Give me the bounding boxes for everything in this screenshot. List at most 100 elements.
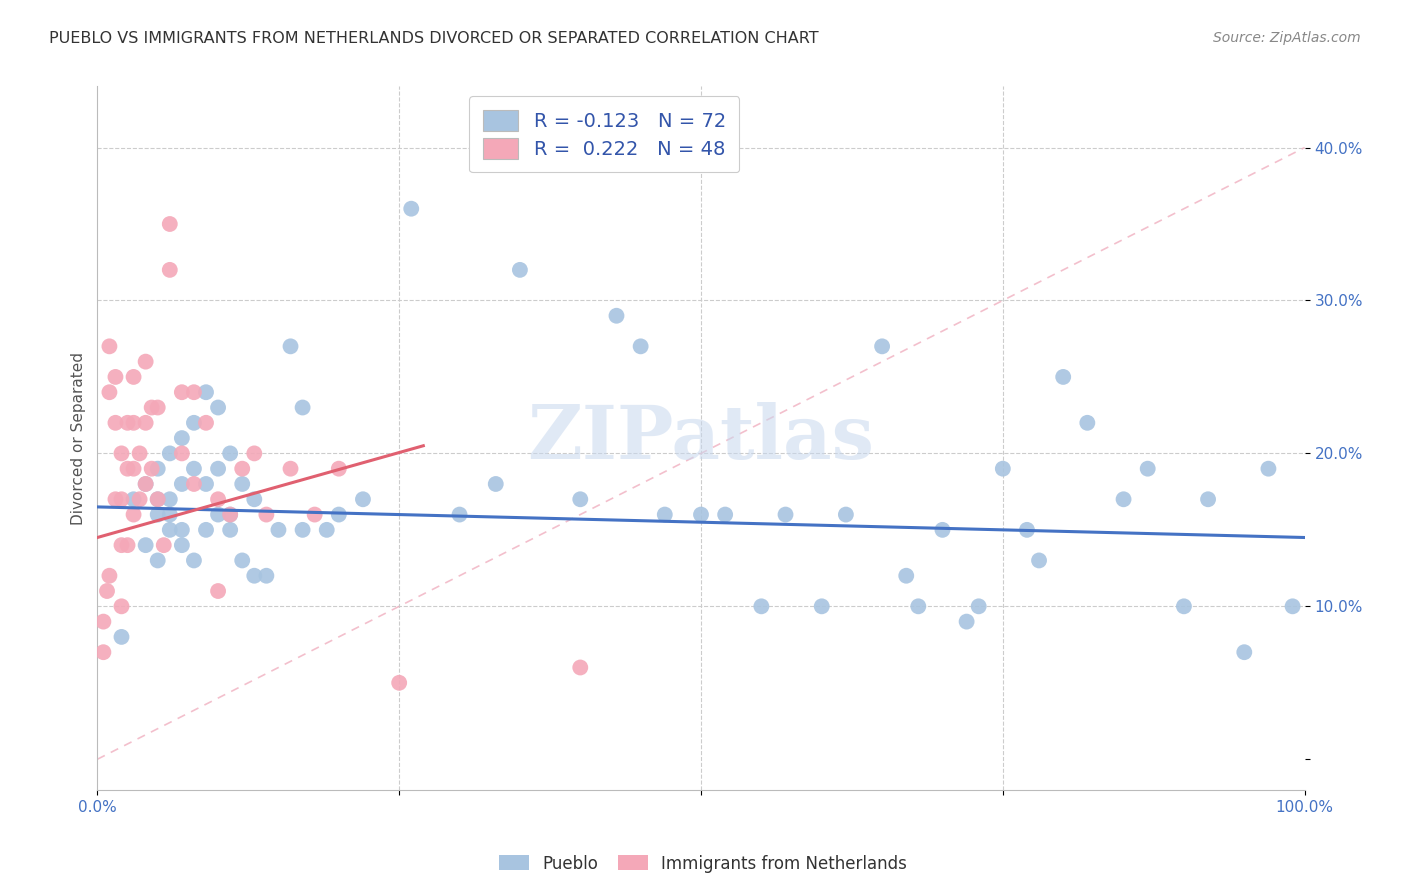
Point <box>122 461 145 475</box>
Point <box>835 508 858 522</box>
Point <box>159 523 181 537</box>
Point <box>141 461 163 475</box>
Point <box>128 446 150 460</box>
Point <box>399 202 422 216</box>
Point <box>328 508 350 522</box>
Legend: Pueblo, Immigrants from Netherlands: Pueblo, Immigrants from Netherlands <box>492 848 914 880</box>
Point <box>1233 645 1256 659</box>
Point <box>219 508 242 522</box>
Point <box>159 492 181 507</box>
Point <box>449 508 471 522</box>
Point <box>152 538 174 552</box>
Point <box>388 675 411 690</box>
Point <box>254 508 277 522</box>
Point <box>117 461 139 475</box>
Point <box>122 416 145 430</box>
Point <box>231 553 253 567</box>
Point <box>141 401 163 415</box>
Point <box>170 431 193 445</box>
Point <box>219 508 242 522</box>
Point <box>122 370 145 384</box>
Point <box>243 492 266 507</box>
Point <box>110 492 132 507</box>
Point <box>328 461 350 475</box>
Point <box>146 401 169 415</box>
Point <box>243 568 266 582</box>
Point <box>1015 523 1038 537</box>
Point <box>195 477 218 491</box>
Point <box>1028 553 1050 567</box>
Text: ZIPatlas: ZIPatlas <box>527 401 875 475</box>
Point <box>135 354 157 368</box>
Point <box>291 523 314 537</box>
Point <box>110 630 132 644</box>
Point <box>207 492 229 507</box>
Point <box>569 492 592 507</box>
Point <box>122 508 145 522</box>
Point <box>104 492 127 507</box>
Point <box>122 492 145 507</box>
Point <box>135 477 157 491</box>
Point <box>291 401 314 415</box>
Point <box>896 568 918 582</box>
Point <box>254 568 277 582</box>
Point <box>146 492 169 507</box>
Point <box>630 339 652 353</box>
Point <box>207 401 229 415</box>
Point <box>870 339 893 353</box>
Point <box>183 553 205 567</box>
Point <box>207 461 229 475</box>
Point <box>135 477 157 491</box>
Point <box>104 416 127 430</box>
Point <box>195 523 218 537</box>
Point <box>280 461 302 475</box>
Point <box>315 523 337 537</box>
Point <box>231 461 253 475</box>
Point <box>117 538 139 552</box>
Point <box>907 599 929 614</box>
Point <box>690 508 713 522</box>
Point <box>485 477 508 491</box>
Point <box>110 446 132 460</box>
Point <box>714 508 737 522</box>
Point <box>183 477 205 491</box>
Y-axis label: Divorced or Separated: Divorced or Separated <box>72 351 86 524</box>
Point <box>931 523 953 537</box>
Point <box>569 660 592 674</box>
Point <box>1052 370 1074 384</box>
Point <box>170 385 193 400</box>
Point <box>110 599 132 614</box>
Point <box>135 538 157 552</box>
Point <box>207 508 229 522</box>
Point <box>183 461 205 475</box>
Point <box>509 263 531 277</box>
Legend: R = -0.123   N = 72, R =  0.222   N = 48: R = -0.123 N = 72, R = 0.222 N = 48 <box>470 96 740 172</box>
Point <box>1136 461 1159 475</box>
Text: PUEBLO VS IMMIGRANTS FROM NETHERLANDS DIVORCED OR SEPARATED CORRELATION CHART: PUEBLO VS IMMIGRANTS FROM NETHERLANDS DI… <box>49 31 818 46</box>
Point <box>146 508 169 522</box>
Point <box>104 370 127 384</box>
Point <box>654 508 676 522</box>
Point <box>955 615 977 629</box>
Point <box>170 538 193 552</box>
Point <box>159 263 181 277</box>
Point <box>1173 599 1195 614</box>
Point <box>751 599 773 614</box>
Point <box>135 416 157 430</box>
Point <box>775 508 797 522</box>
Point <box>183 416 205 430</box>
Point <box>170 477 193 491</box>
Point <box>219 446 242 460</box>
Point <box>159 508 181 522</box>
Point <box>98 385 121 400</box>
Point <box>183 385 205 400</box>
Point <box>967 599 990 614</box>
Point <box>219 523 242 537</box>
Point <box>1112 492 1135 507</box>
Point <box>195 385 218 400</box>
Point <box>195 416 218 430</box>
Point <box>1076 416 1098 430</box>
Point <box>170 523 193 537</box>
Point <box>1197 492 1219 507</box>
Point <box>280 339 302 353</box>
